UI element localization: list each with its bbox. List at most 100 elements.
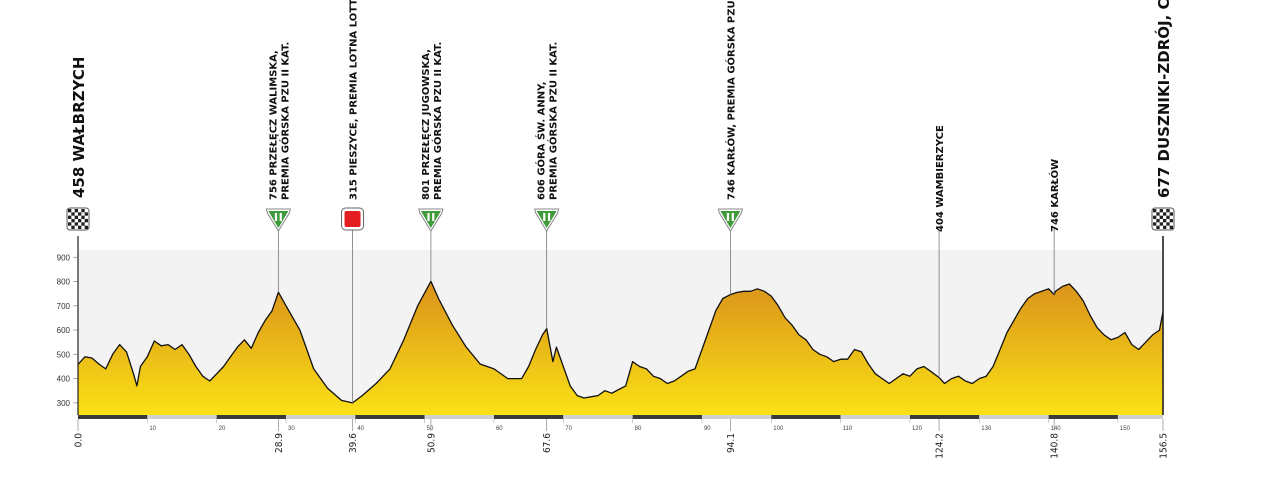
- x-minor-tick-label: 110: [843, 426, 853, 432]
- waypoint-label: 606 GÓRA ŚW. ANNY,: [535, 81, 548, 200]
- x-major-label: 28.9: [274, 433, 285, 453]
- waypoint-label: PREMIA GÓRSKA PZU II KAT.: [431, 42, 444, 200]
- x-minor-tick-label: 10: [149, 426, 156, 432]
- shield-bar: [432, 213, 435, 221]
- x-minor-tick-label: 20: [219, 426, 226, 432]
- x-major-label: 50.9: [426, 433, 437, 453]
- waypoint-label: 404 WAMBIERZYCE: [935, 125, 946, 232]
- flag-cell: [1166, 222, 1170, 226]
- km-strip-segment: [216, 415, 286, 419]
- shield-bar: [427, 213, 430, 221]
- x-major-label: 39.6: [348, 433, 359, 453]
- climb-cat-2-icon: [534, 208, 560, 232]
- flag-cell: [1166, 215, 1170, 219]
- waypoint-label: PREMIA GÓRSKA PZU II KAT.: [547, 42, 560, 200]
- shield-bar: [547, 213, 551, 221]
- checkered-flag-start-icon: [66, 207, 90, 231]
- shield-bar: [731, 213, 734, 221]
- flag-cell: [1169, 219, 1173, 223]
- flag-cell: [74, 215, 78, 219]
- flag-cell: [1156, 225, 1160, 229]
- flag-cell: [1163, 212, 1167, 216]
- km-strip-segment: [563, 415, 633, 419]
- flag-cell: [71, 212, 75, 216]
- x-minor-tick-label: 130: [981, 426, 992, 432]
- waypoint-label: PREMIA GÓRSKA PZU II KAT.: [278, 42, 291, 200]
- flag-cell: [1159, 215, 1163, 219]
- km-strip-segment: [1048, 415, 1118, 419]
- y-tick-label: 400: [57, 375, 71, 384]
- shield-fill: [720, 211, 741, 228]
- x-minor-tick-label: 30: [288, 426, 295, 432]
- flag-cell: [74, 222, 78, 226]
- flag-cell: [1153, 215, 1157, 219]
- km-strip-segment: [78, 415, 148, 419]
- flag-cell: [81, 222, 85, 226]
- start-town-label: 458 WAŁBRZYCH: [70, 57, 88, 198]
- x-minor-tick-label: 120: [912, 426, 923, 432]
- x-major-label: 156.5: [1159, 433, 1170, 459]
- km-strip-segment: [424, 415, 494, 419]
- flag-cell: [74, 209, 78, 213]
- flag-cell: [68, 209, 72, 213]
- flag-cell: [1163, 225, 1167, 229]
- flag-cell: [78, 219, 82, 223]
- shield-fill: [268, 211, 289, 228]
- sprint-icon: [341, 207, 365, 231]
- climb-cat-2-icon: [717, 208, 744, 232]
- flag-cell: [1163, 219, 1167, 223]
- km-strip-segment: [493, 415, 564, 419]
- x-major-label: 140.8: [1050, 433, 1061, 459]
- x-minor-tick-label: 40: [357, 426, 364, 432]
- x-minor-tick-label: 50: [427, 426, 434, 432]
- waypoint-label: 756 PRZEŁĘCZ WALIMSKA,: [268, 50, 279, 200]
- waypoint-label: 801 PRZEŁĘCZ JUGOWSKA,: [421, 49, 432, 200]
- km-strip-segment: [1117, 415, 1163, 419]
- shield-fill: [420, 211, 441, 228]
- km-strip-segment: [909, 415, 980, 419]
- x-minor-tick-label: 140: [1051, 426, 1062, 432]
- x-minor-tick-label: 100: [773, 426, 784, 432]
- elevation-line: [77, 280, 1164, 404]
- flag-cell: [81, 209, 85, 213]
- x-major-label: 124.2: [935, 433, 946, 459]
- shield-bar: [274, 213, 278, 221]
- y-tick-label: 300: [57, 399, 71, 408]
- flag-cell: [1169, 212, 1173, 216]
- flag-cell: [1153, 222, 1157, 226]
- km-strip-segment: [147, 415, 217, 419]
- climb-cat-2-icon: [265, 208, 292, 232]
- waypoint-label: 746 KARŁÓW, PREMIA GÓRSKA PZU II KAT.: [724, 0, 737, 200]
- km-strip-segment: [771, 415, 841, 419]
- km-strip-segment: [285, 415, 356, 419]
- flag-cell: [1153, 209, 1157, 213]
- flag-cell: [84, 225, 88, 229]
- km-strip-segment: [701, 415, 772, 419]
- flag-cell: [1169, 225, 1173, 229]
- flag-cell: [1156, 212, 1160, 216]
- flag-cell: [68, 215, 72, 219]
- x-major-label: 0.0: [74, 433, 85, 448]
- flag-cell: [71, 225, 75, 229]
- km-strip-segment: [355, 415, 425, 419]
- flag-cell: [78, 212, 82, 216]
- flag-cell: [1159, 222, 1163, 226]
- x-major-label: 67.6: [542, 433, 553, 453]
- km-strip-segment: [979, 415, 1049, 419]
- y-tick-label: 600: [57, 326, 71, 335]
- km-strip-segment: [840, 415, 910, 419]
- y-tick-label: 500: [57, 350, 71, 359]
- finish-town-label: 677 DUSZNIKI-ZDRÓJ, COS: [1154, 0, 1173, 198]
- waypoint-label: 746 KARŁÓW: [1048, 159, 1061, 232]
- km-strip-segment: [632, 415, 702, 419]
- flag-cell: [78, 225, 82, 229]
- x-minor-tick-label: 150: [1120, 426, 1131, 432]
- x-major-label: 94.1: [726, 433, 737, 453]
- waypoint-label: 315 PIESZYCE, PREMIA LOTNA LOTTO: [349, 0, 360, 200]
- checkered-flag-finish-icon: [1151, 207, 1175, 231]
- sprint-fill: [344, 211, 361, 227]
- y-tick-label: 700: [57, 302, 71, 311]
- shield-bar: [543, 213, 546, 221]
